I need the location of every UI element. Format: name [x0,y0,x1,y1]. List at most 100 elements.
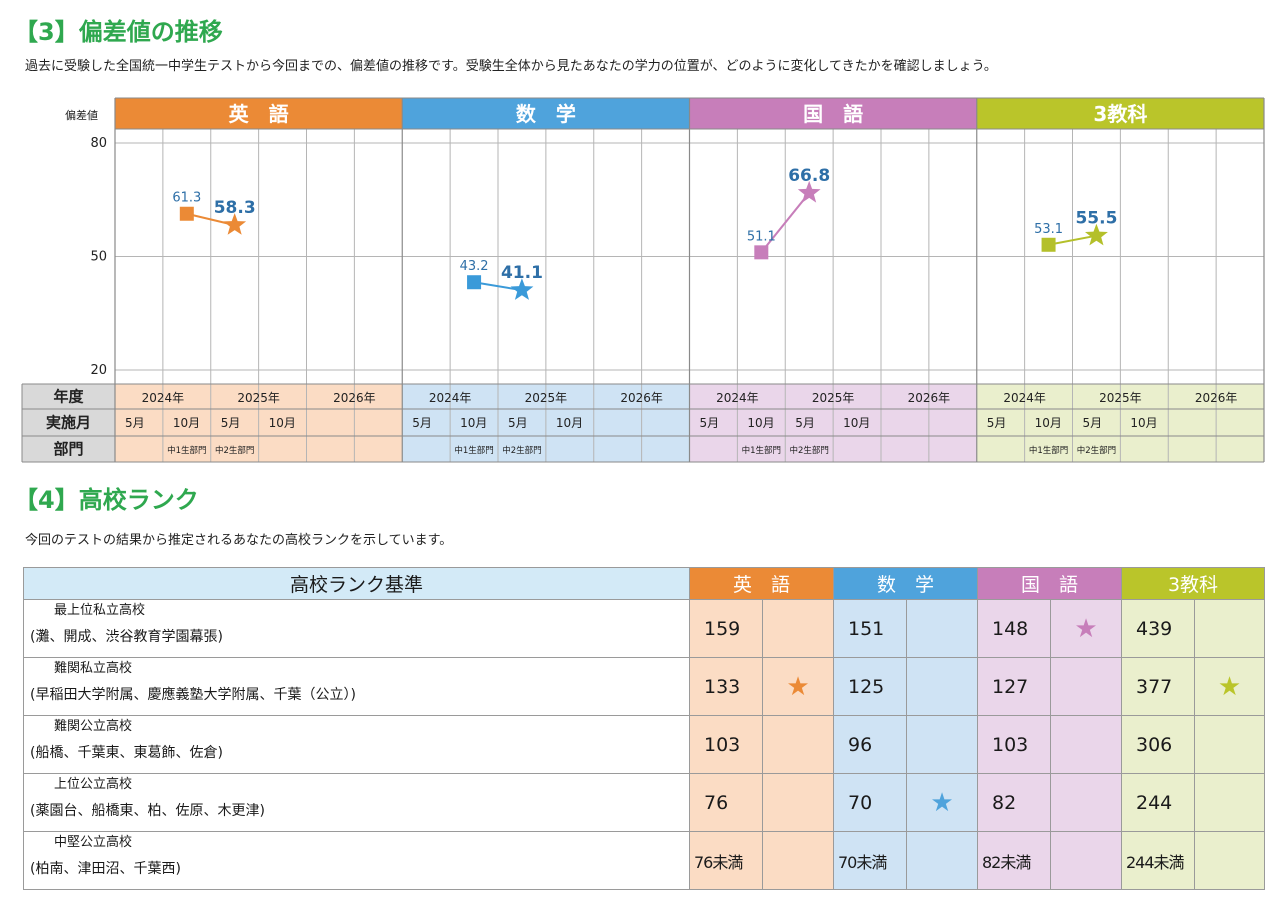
year-label: 2026年 [908,391,951,405]
rank-header-japanese: 国 語 [977,567,1122,600]
month-label: 10月 [843,416,870,430]
data-label-previous: 51.1 [747,229,776,244]
school-rank-name: 最上位私立高校 [54,603,146,618]
rank-criteria-header: 高校ランク基準 [23,567,690,600]
rank-score-cell: 103 [977,715,1051,774]
rank-star-cell [906,831,978,890]
data-label-previous: 43.2 [460,259,489,274]
rank-criteria-cell: 最上位私立高校 (灘、開成、渋谷教育学園幕張) [23,599,690,658]
panel-header-bg [402,98,690,129]
month-label: 10月 [556,416,583,430]
high-school-rank-table: 高校ランク基準 英 語 数 学 国 語 3教科 最上位私立高校 (灘、開成、渋谷教… [23,567,1265,890]
star-icon: ★ [930,787,954,818]
rank-star-cell [762,773,834,832]
y-tick-label: 20 [90,363,107,378]
month-label: 5月 [1083,416,1103,430]
rank-row: 中堅公立高校 (柏南、津田沼、千葉西) 76未満 70未満 82未満 244未満 [23,831,1265,890]
rank-score-cell: 70 [833,773,907,832]
series-line [1048,234,1097,246]
rank-star-cell: ★ [1050,599,1122,658]
rank-row: 上位公立高校 (薬園台、船橋東、柏、佐原、木更津) 76 70 ★ 82 244 [23,773,1265,832]
rank-score-cell: 306 [1121,715,1195,774]
panel-subject-label: 3教科 [1093,102,1147,126]
month-label: 5月 [508,416,528,430]
star-icon: ★ [786,671,810,702]
month-label: 10月 [1035,416,1062,430]
rank-star-cell [762,715,834,774]
series-line [760,192,810,253]
school-rank-name: 上位公立高校 [54,777,133,792]
month-label: 5月 [700,416,720,430]
row-header-label: 部門 [53,440,83,458]
section3-description: 過去に受験した全国統一中学生テストから今回までの、偏差値の推移です。受験生全体か… [25,59,997,74]
series-point-previous [1041,237,1056,252]
rank-score-cell: 244 [1121,773,1195,832]
division-label: 中1生部門 [742,445,781,456]
month-label: 5月 [795,416,815,430]
year-label: 2024年 [1003,391,1046,405]
series-point-previous [179,206,194,221]
panel-header-bg [976,98,1264,129]
data-label-current: 41.1 [501,263,543,283]
row-header-label: 年度 [53,388,84,406]
row-header-label: 実施月 [46,414,91,432]
year-label: 2025年 [812,391,855,405]
rank-score-cell: 82未満 [977,831,1051,890]
rank-criteria-cell: 上位公立高校 (薬園台、船橋東、柏、佐原、木更津) [23,773,690,832]
series-point-current [1085,223,1108,246]
data-label-current: 55.5 [1075,209,1117,229]
rank-header-total: 3教科 [1121,567,1265,600]
data-label-previous: 61.3 [172,191,201,206]
panel-subject-label: 国 語 [803,102,863,126]
data-label-current: 66.8 [788,166,830,186]
star-icon: ★ [1217,671,1242,702]
year-label: 2026年 [620,391,663,405]
rank-score-cell: 127 [977,657,1051,716]
data-label-current: 58.3 [214,198,256,218]
school-rank-name: 難関私立高校 [54,661,133,676]
school-examples: (船橋、千葉東、東葛飾、佐倉) [30,745,223,761]
month-label: 10月 [269,416,296,430]
rank-header-english: 英 語 [689,567,834,600]
rank-score-cell: 96 [833,715,907,774]
rank-score-cell: 82 [977,773,1051,832]
rank-star-cell [762,831,834,890]
series-point-current [510,278,534,300]
series-point-current [797,180,821,203]
rank-star-cell: ★ [1194,657,1265,716]
rank-row: 難関私立高校 (早稲田大学附属、慶應義塾大学附属、千葉（公立）) 133 ★ 125 12… [23,657,1265,716]
school-examples: (早稲田大学附属、慶應義塾大学附属、千葉（公立）) [30,687,356,703]
division-label: 中2生部門 [1077,445,1116,456]
rank-score-cell: 159 [689,599,763,658]
school-examples: (薬園台、船橋東、柏、佐原、木更津) [30,803,265,819]
school-examples: (柏南、津田沼、千葉西) [30,861,181,877]
month-label: 5月 [987,416,1007,430]
rank-star-cell [762,599,834,658]
rank-score-cell: 76未満 [689,831,763,890]
rank-criteria-cell: 難関公立高校 (船橋、千葉東、東葛飾、佐倉) [23,715,690,774]
y-tick-label: 50 [90,250,107,265]
rank-score-cell: 148 [977,599,1051,658]
month-label: 10月 [747,416,774,430]
division-label: 中1生部門 [454,445,493,456]
school-rank-name: 中堅公立高校 [54,835,133,850]
rank-star-cell [906,657,978,716]
rank-score-cell: 125 [833,657,907,716]
panel-subject-label: 英 語 [229,102,289,126]
series-point-previous [754,245,769,260]
rank-star-cell [1194,599,1265,658]
school-rank-name: 難関公立高校 [54,719,133,734]
y-axis-label: 偏差値 [65,108,98,122]
rank-star-cell [1050,831,1122,890]
rank-star-cell [1050,657,1122,716]
rank-star-cell [1194,773,1265,832]
star-icon: ★ [1074,613,1098,644]
rank-score-cell: 244未満 [1121,831,1195,890]
year-label: 2024年 [716,391,759,405]
month-label: 10月 [173,416,200,430]
rank-star-cell: ★ [762,657,834,716]
school-examples: (灘、開成、渋谷教育学園幕張) [30,629,223,645]
rank-criteria-cell: 難関私立高校 (早稲田大学附属、慶應義塾大学附属、千葉（公立）) [23,657,690,716]
panel-header-bg [115,98,403,129]
